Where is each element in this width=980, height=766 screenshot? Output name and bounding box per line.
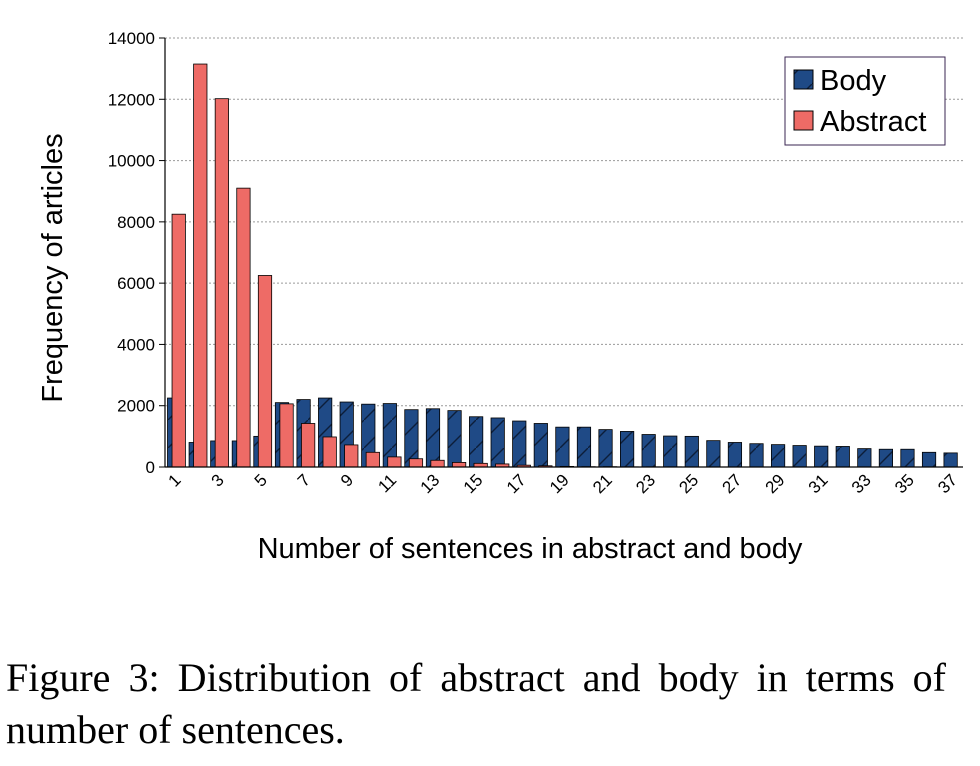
- bar-abstract-13: [430, 459, 445, 468]
- bar-body-17: [512, 420, 527, 468]
- x-tick-label: 31: [805, 470, 832, 497]
- axes: [164, 38, 963, 468]
- bar-body-34: [878, 448, 893, 468]
- y-tick-label: 12000: [108, 90, 155, 109]
- bar-body-24: [663, 435, 678, 468]
- y-tick-labels: 0 2000 4000 6000 8000 10000 12000 14000: [108, 29, 165, 477]
- bar-body-30: [792, 445, 807, 468]
- bar-body-36: [921, 451, 937, 468]
- bar-body-22: [620, 431, 635, 468]
- bar-body-18: [533, 423, 548, 468]
- x-axis-title: Number of sentences in abstract and body: [258, 533, 803, 565]
- bar-abstract-10: [365, 451, 380, 468]
- bar-body-31: [814, 445, 829, 468]
- figure-caption: Figure 3: Distribution of abstract and b…: [6, 655, 946, 752]
- bar-body-23: [641, 434, 656, 468]
- bar-body-20: [576, 426, 592, 468]
- bar-abstract-9: [344, 444, 359, 468]
- bar-body-14: [447, 410, 462, 468]
- bar-abstract-1: [171, 213, 186, 468]
- bar-body-26: [706, 440, 721, 468]
- bar-body-21: [598, 429, 613, 468]
- bar-body-19: [555, 426, 570, 468]
- bar-abstract-11: [387, 456, 402, 468]
- y-tick-label: 2000: [117, 397, 155, 416]
- bar-abstract-5: [257, 275, 273, 468]
- y-tick-label: 0: [146, 458, 155, 477]
- x-tick-label: 5: [251, 470, 271, 490]
- x-tick-label: 3: [208, 470, 228, 490]
- x-tick-label: 9: [337, 470, 357, 490]
- y-tick-label: 4000: [117, 335, 155, 354]
- y-tick-label: 10000: [108, 152, 155, 171]
- legend-label-abstract: Abstract: [820, 106, 926, 138]
- x-tick-label: 1: [164, 470, 184, 490]
- bar-abstract-6: [279, 403, 294, 468]
- x-tick-label: 19: [546, 470, 573, 497]
- x-tick-label: 29: [762, 470, 789, 497]
- bar-abstract-14: [452, 462, 467, 468]
- x-tick-labels: 1 3 5 7 9 11 13 15 17 19 21 23 25 27 29 31 33 35 37: [164, 470, 961, 497]
- bar-body-13: [425, 408, 441, 468]
- x-tick-label: 21: [589, 470, 616, 497]
- bar-body-28: [749, 443, 764, 468]
- bar-abstract-4: [236, 187, 251, 468]
- bar-body-25: [684, 435, 699, 468]
- y-tick-label: 14000: [108, 29, 155, 48]
- x-tick-label: 11: [374, 470, 400, 496]
- bar-body-33: [857, 448, 872, 468]
- legend-swatch-abstract: [793, 110, 814, 131]
- bar-abstract-12: [408, 458, 424, 468]
- bar-body-16: [490, 417, 505, 468]
- bar-body-37: [943, 452, 958, 468]
- bar-abstract-7: [301, 423, 316, 468]
- y-tick-label: 8000: [117, 213, 155, 232]
- legend-swatch-body: [793, 69, 814, 90]
- x-tick-label: 37: [934, 470, 961, 497]
- bar-body-29: [770, 444, 786, 468]
- x-tick-label: 17: [503, 470, 530, 497]
- bars: [167, 63, 958, 468]
- bar-abstract-3: [214, 98, 229, 468]
- bar-body-27: [727, 442, 743, 468]
- x-tick-label: 27: [719, 470, 746, 497]
- y-tick-label: 6000: [117, 274, 155, 293]
- x-tick-label: 33: [848, 470, 875, 497]
- legend-label-body: Body: [820, 65, 887, 97]
- x-tick-label: 15: [460, 470, 487, 497]
- x-tick-label: 25: [675, 470, 702, 497]
- x-tick-label: 35: [891, 470, 918, 497]
- x-tick-label: 13: [417, 470, 444, 497]
- bar-abstract-2: [193, 63, 208, 468]
- y-axis-title: Frequency of articles: [37, 133, 69, 402]
- bar-body-35: [900, 448, 915, 468]
- x-tick-label: 7: [294, 470, 314, 490]
- legend: Body Abstract: [784, 56, 946, 146]
- bar-body-32: [835, 446, 850, 468]
- bar-abstract-8: [322, 436, 337, 468]
- x-tick-label: 23: [632, 470, 659, 497]
- bar-body-15: [469, 416, 484, 468]
